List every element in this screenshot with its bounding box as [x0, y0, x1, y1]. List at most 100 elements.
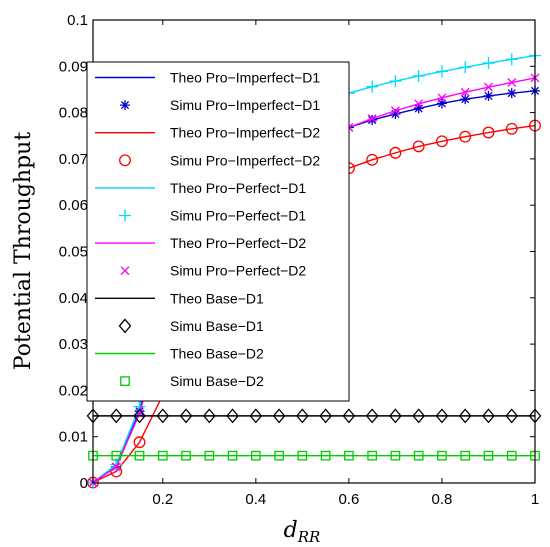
series-12-marker-10: [297, 450, 308, 461]
legend-label: Simu Base−D2: [170, 373, 264, 389]
legend-label: Simu Pro−Imperfect−D1: [170, 97, 320, 113]
series-12-marker-11: [320, 450, 331, 461]
series-10-markers: [86, 408, 542, 424]
legend-entry-11: Theo Base−D2: [95, 346, 264, 362]
series-10-marker-12: [342, 408, 356, 424]
series-2-marker-14: [390, 108, 401, 119]
series-2-marker-17: [460, 94, 471, 105]
series-10-marker-13: [365, 408, 379, 424]
series-12-marker-9: [274, 450, 284, 461]
legend-label: Simu Pro−Imperfect−D2: [170, 152, 320, 168]
x-tick-label-5: 1: [531, 491, 539, 508]
legend-label: Simu Pro−Perfect−D1: [170, 208, 306, 224]
y-tick-label-3: 0.02: [59, 382, 88, 399]
series-4-marker-14: [389, 146, 402, 159]
series-4-marker-19: [505, 122, 518, 135]
legend-swatch-marker: [120, 100, 130, 111]
series-10-marker-7: [226, 408, 239, 424]
series-10-marker-10: [296, 408, 309, 424]
tick-layer: 0.2 0.4 0.6 0.8 1 0 0.01 0.02 0.03 0.04 0.05 0.06 0.…: [59, 12, 539, 508]
y-tick-label-6: 0.05: [59, 244, 88, 261]
legend-swatch-marker: [118, 318, 132, 334]
legend-label: Theo Base−D2: [170, 346, 264, 362]
x-tick-label-2: 0.4: [245, 491, 266, 508]
series-2-marker-15: [413, 103, 424, 114]
legend-entry-6: Simu Pro−Perfect−D1: [119, 208, 306, 224]
series-10-marker-19: [505, 408, 519, 424]
legend-label: Simu Base−D1: [170, 318, 264, 334]
series-10-marker-16: [435, 408, 449, 424]
series-10-marker-18: [482, 408, 495, 424]
series-12-marker-19: [506, 450, 517, 461]
series-12-marker-18: [483, 450, 494, 461]
series-4-marker-16: [435, 135, 448, 148]
series-12-marker-17: [460, 450, 471, 461]
series-4-marker-13: [366, 153, 379, 166]
series-8-marker-18: [484, 82, 493, 92]
series-12-marker-15: [413, 450, 424, 461]
series-12-marker-8: [250, 450, 261, 461]
series-12-marker-14: [390, 450, 401, 461]
series-8-marker-19: [507, 78, 517, 87]
series-2-marker-13: [367, 115, 378, 126]
series-12-markers: [88, 450, 540, 461]
legend-swatch-marker: [120, 266, 130, 276]
series-6-marker-13: [366, 80, 379, 93]
series-10-marker-8: [249, 408, 263, 424]
y-tick-label-10: 0.09: [59, 58, 88, 75]
series-12-marker-6: [204, 450, 215, 461]
legend-entry-1: Theo Pro−Imperfect−D1: [95, 70, 320, 86]
x-axis-title-main: d: [284, 518, 298, 543]
series-12-marker-2: [111, 450, 122, 461]
series-4-marker-17: [459, 130, 472, 143]
legend-box: [86, 61, 350, 402]
series-8-marker-16: [437, 93, 447, 103]
y-tick-label-5: 0.04: [59, 290, 88, 307]
series-2-marker-16: [436, 98, 447, 109]
series-12-marker-13: [367, 450, 378, 461]
series-10-marker-4: [156, 408, 170, 424]
series-12-marker-5: [181, 450, 191, 461]
series-10-marker-11: [319, 408, 332, 424]
legend-label: Theo Pro−Imperfect−D2: [170, 125, 320, 141]
legend-label: Theo Pro−Imperfect−D1: [170, 70, 320, 86]
series-4-marker-15: [412, 140, 425, 153]
legend-label: Theo Pro−Perfect−D2: [170, 235, 306, 251]
series-6-marker-19: [505, 53, 518, 66]
series-4-marker-3: [133, 436, 146, 449]
series-12-marker-12: [344, 450, 354, 461]
x-tick-label-3: 0.6: [338, 491, 359, 508]
y-tick-label-1: 0: [80, 475, 88, 492]
series-6-marker-3: [133, 400, 146, 413]
y-tick-label-8: 0.07: [59, 151, 88, 168]
series-8-marker-2: [111, 462, 121, 472]
legend-label: Simu Pro−Perfect−D2: [170, 263, 306, 279]
legend-label: Theo Base−D1: [170, 290, 264, 306]
x-axis-title-subscript: RR: [297, 528, 321, 546]
legend: Theo Pro−Imperfect−D1 Simu Pro−Imperfect−…: [86, 61, 350, 402]
y-tick-label-11: 0.1: [67, 12, 88, 29]
y-tick-label-4: 0.03: [59, 336, 88, 353]
series-6-marker-16: [435, 65, 448, 78]
series-4-marker-18: [482, 126, 495, 139]
x-tick-label-4: 0.8: [432, 491, 453, 508]
legend-entry-2: Simu Pro−Imperfect−D1: [120, 97, 320, 113]
y-tick-label-7: 0.06: [59, 197, 88, 214]
series-6-marker-14: [389, 75, 402, 88]
series-10-marker-14: [389, 408, 402, 424]
series-6-marker-18: [482, 57, 495, 70]
legend-swatch-marker: [119, 154, 131, 167]
series-6-marker-17: [459, 61, 472, 74]
legend-entry-3: Theo Pro−Imperfect−D2: [95, 125, 320, 141]
series-12-marker-4: [157, 450, 168, 461]
y-tick-label-2: 0.01: [59, 429, 88, 446]
legend-entry-4: Simu Pro−Imperfect−D2: [119, 152, 320, 168]
series-10-marker-15: [412, 408, 426, 424]
series-12-marker-16: [437, 450, 447, 461]
x-axis-title: dRR: [284, 518, 321, 546]
legend-swatch-marker: [119, 209, 131, 222]
series-10-marker-9: [272, 408, 286, 424]
series-8-marker-13: [367, 114, 377, 124]
series-6-marker-15: [412, 70, 425, 83]
